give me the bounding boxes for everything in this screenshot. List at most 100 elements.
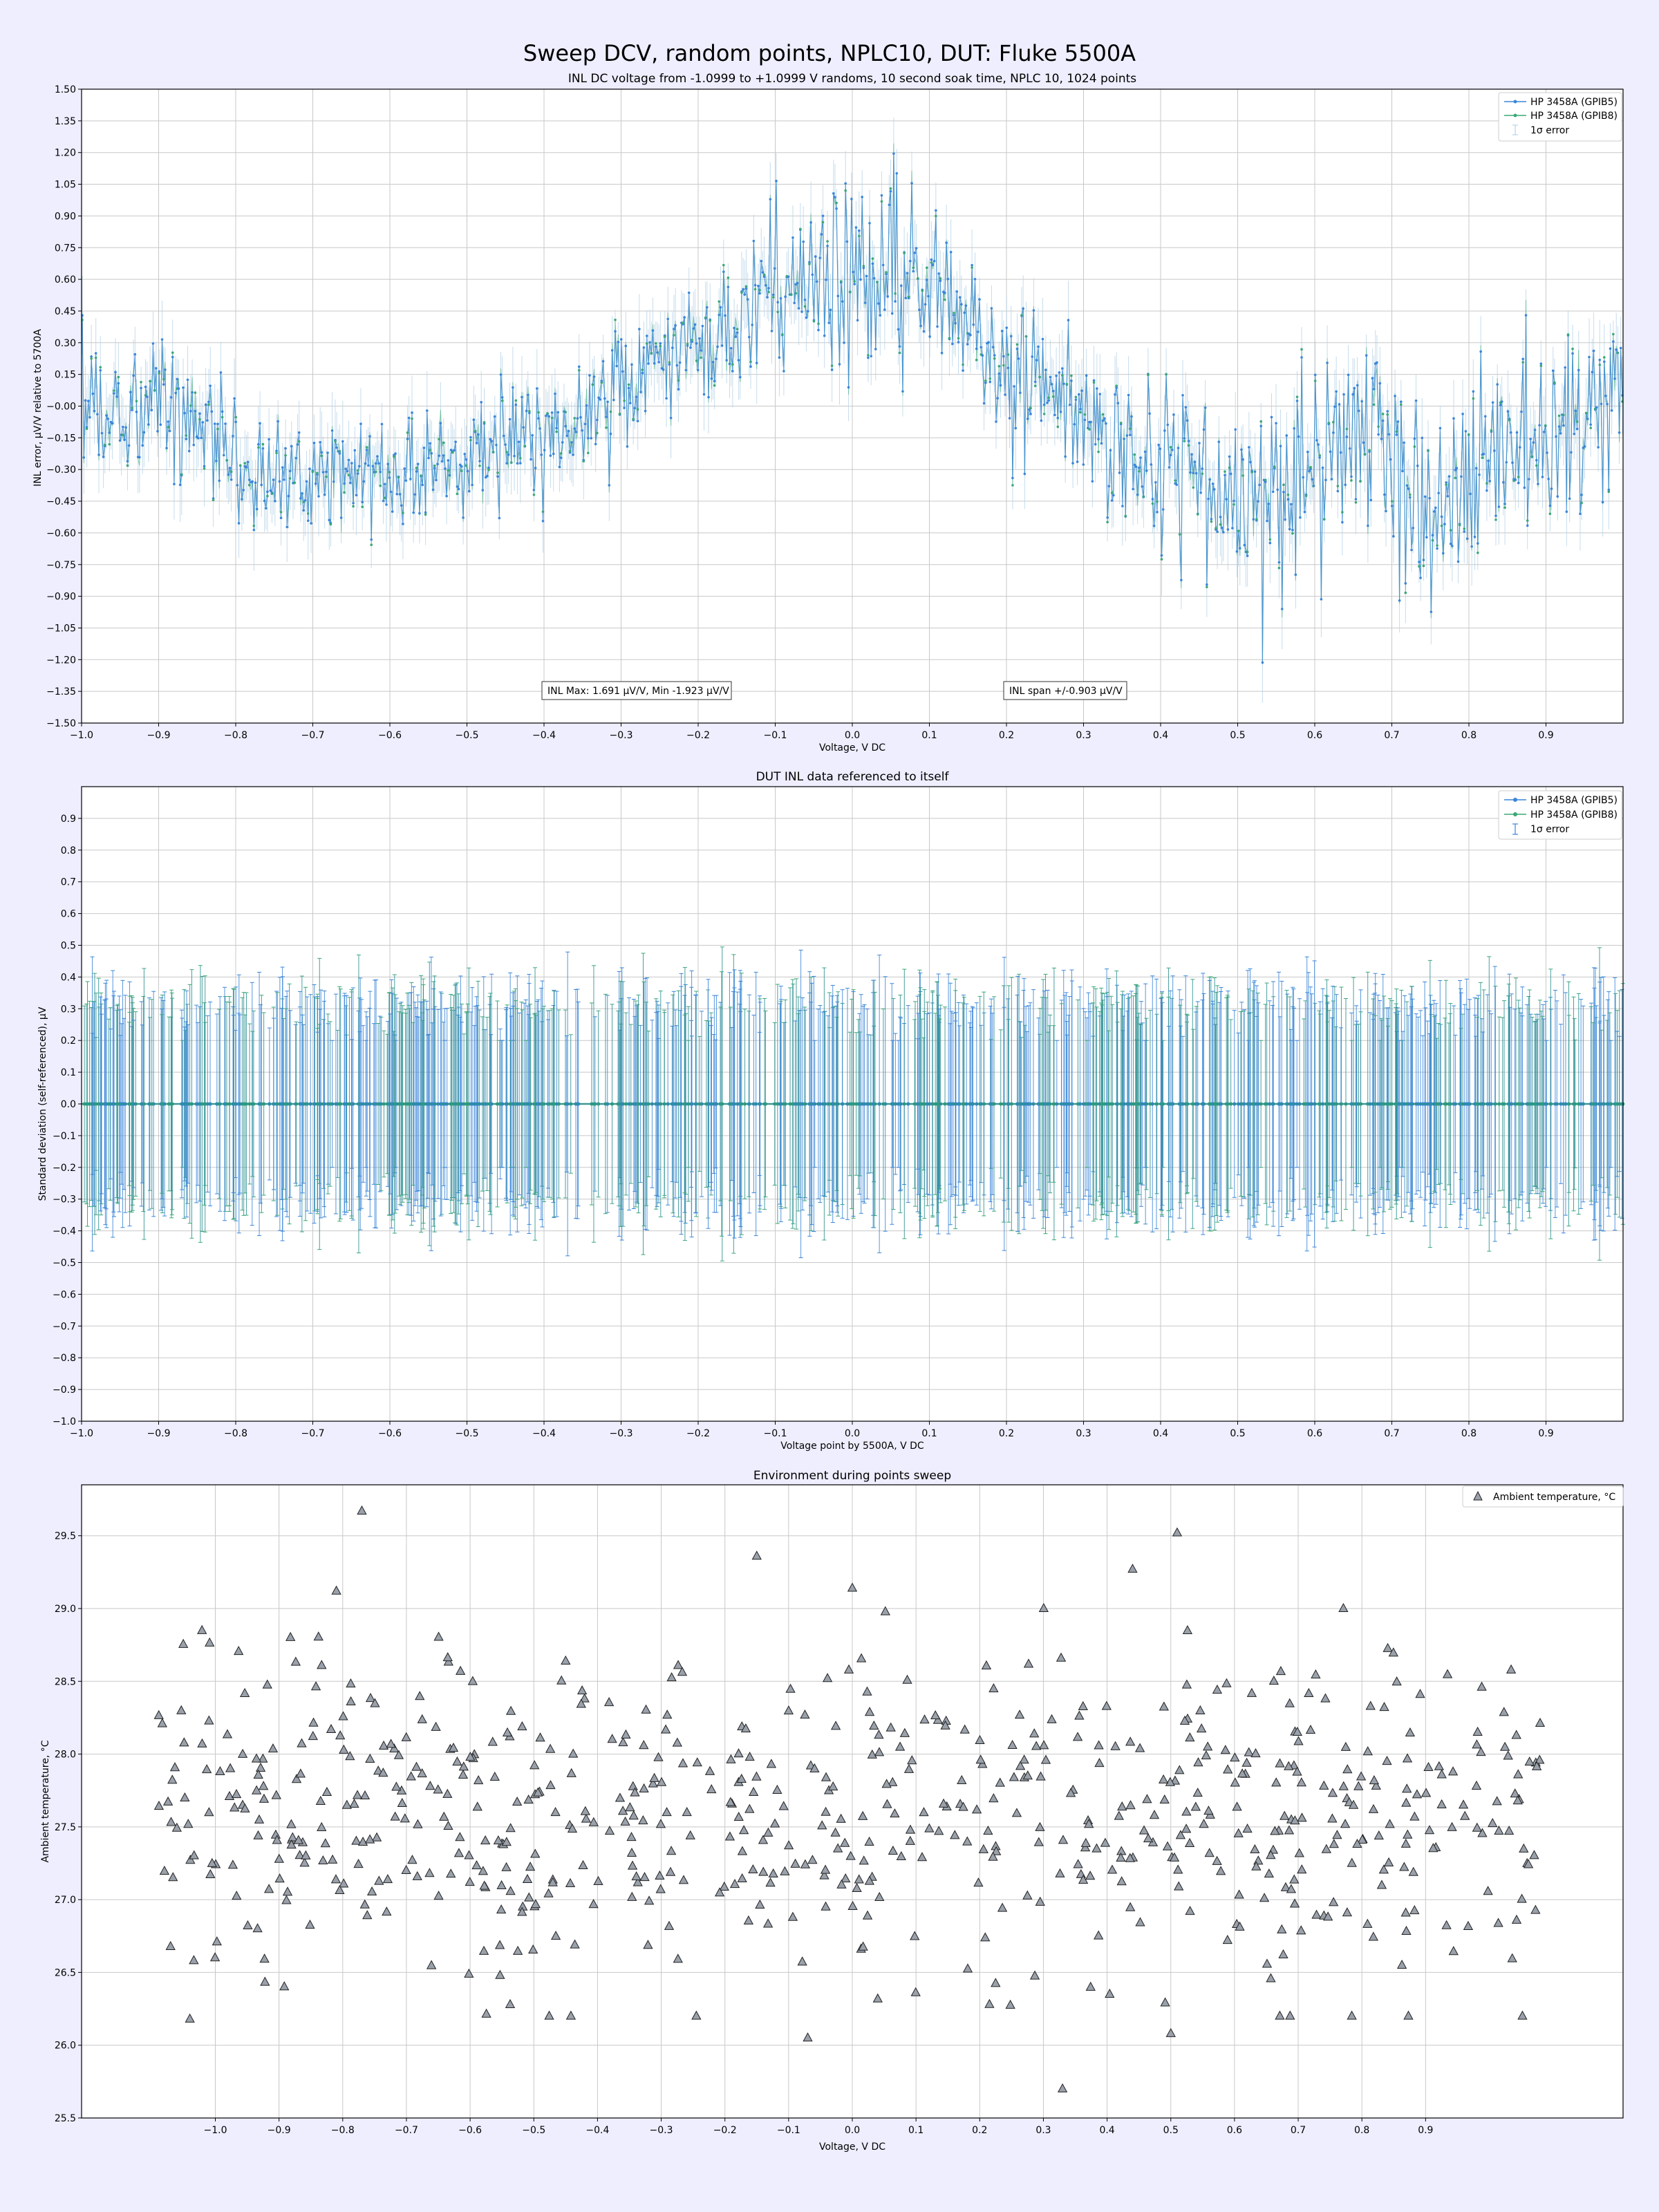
inl-point-gpib5 bbox=[662, 368, 665, 371]
inl-point-gpib5 bbox=[1220, 526, 1224, 529]
inl-point-gpib5 bbox=[276, 420, 279, 423]
inl-point-gpib5 bbox=[435, 478, 438, 482]
y-tick-label: 1.05 bbox=[55, 180, 76, 191]
inl-point-gpib5 bbox=[946, 277, 950, 281]
inl-point-gpib5 bbox=[603, 397, 606, 400]
inl-point-gpib5 bbox=[1380, 438, 1383, 440]
inl-point-gpib5 bbox=[1493, 449, 1496, 452]
inl-point-gpib8 bbox=[903, 252, 906, 255]
inl-point-gpib5 bbox=[252, 528, 256, 532]
inl-point-gpib8 bbox=[270, 492, 274, 496]
inl-point-gpib5 bbox=[862, 266, 865, 270]
inl-point-gpib8 bbox=[1526, 519, 1529, 522]
inl-point-gpib5 bbox=[698, 337, 701, 340]
inl-point-gpib5 bbox=[129, 391, 132, 394]
inl-point-gpib5 bbox=[644, 409, 647, 413]
inl-point-gpib5 bbox=[600, 379, 603, 382]
inl-point-gpib5 bbox=[1172, 413, 1175, 416]
y-tick-label: −1.35 bbox=[46, 686, 76, 697]
inl-point-gpib5 bbox=[427, 456, 430, 460]
inl-point-gpib5 bbox=[1422, 559, 1425, 561]
inl-point-gpib5 bbox=[931, 263, 935, 267]
inl-point-gpib5 bbox=[171, 355, 174, 359]
inl-point-gpib5 bbox=[355, 494, 358, 497]
inl-point-gpib5 bbox=[1051, 389, 1055, 393]
inl-point-gpib5 bbox=[114, 371, 117, 374]
inl-point-gpib5 bbox=[1546, 451, 1548, 454]
inl-point-gpib5 bbox=[913, 251, 917, 254]
inl-point-gpib5 bbox=[1216, 530, 1219, 534]
inl-point-gpib5 bbox=[1257, 500, 1259, 503]
inl-point-gpib5 bbox=[1556, 495, 1559, 498]
inl-point-gpib8 bbox=[758, 288, 761, 292]
inl-point-gpib8 bbox=[664, 335, 666, 339]
inl-point-gpib5 bbox=[1267, 503, 1270, 505]
inl-point-gpib8 bbox=[523, 444, 527, 448]
inl-point-gpib5 bbox=[481, 489, 485, 491]
inl-point-gpib8 bbox=[1192, 486, 1195, 489]
inl-point-gpib5 bbox=[742, 288, 744, 291]
inl-point-gpib5 bbox=[287, 494, 290, 498]
inl-point-gpib8 bbox=[1264, 478, 1267, 482]
inl-point-gpib8 bbox=[384, 496, 386, 500]
inl-point-gpib5 bbox=[1306, 451, 1309, 453]
inl-point-gpib5 bbox=[439, 422, 442, 425]
inl-point-gpib5 bbox=[776, 301, 780, 304]
inl-point-gpib5 bbox=[115, 395, 118, 398]
inl-point-gpib8 bbox=[1201, 472, 1204, 476]
inl-point-gpib8 bbox=[397, 476, 400, 479]
inl-point-gpib5 bbox=[728, 362, 731, 366]
inl-y-ticks: 1.50 1.35 1.20 1.05 0.90 0.75 0.60 0.45 0.30 0.15… bbox=[46, 84, 82, 729]
inl-point-gpib8 bbox=[393, 455, 395, 458]
inl-point-gpib5 bbox=[1181, 393, 1184, 397]
inl-point-gpib5 bbox=[910, 182, 913, 185]
inl-point-gpib5 bbox=[1211, 482, 1215, 485]
inl-point-gpib5 bbox=[573, 427, 577, 430]
x-tick-label: 0.5 bbox=[1230, 730, 1245, 741]
inl-point-gpib8 bbox=[727, 276, 730, 279]
inl-point-gpib8 bbox=[582, 460, 585, 463]
inl-point-gpib5 bbox=[1449, 542, 1452, 545]
inl-point-gpib5 bbox=[1423, 495, 1427, 498]
inl-point-gpib5 bbox=[829, 308, 832, 312]
inl-point-gpib5 bbox=[438, 454, 441, 458]
inl-point-gpib5 bbox=[702, 393, 706, 396]
inl-point-gpib8 bbox=[808, 263, 811, 265]
inl-point-gpib5 bbox=[1013, 385, 1015, 388]
inl-point-gpib8 bbox=[957, 337, 960, 340]
y-tick-label: −0.45 bbox=[46, 496, 76, 507]
inl-point-gpib5 bbox=[86, 400, 90, 402]
inl-point-gpib5 bbox=[1096, 387, 1098, 390]
inl-point-gpib5 bbox=[124, 426, 128, 429]
inl-point-gpib5 bbox=[1571, 352, 1574, 355]
inl-point-gpib5 bbox=[1266, 519, 1268, 523]
inl-point-gpib5 bbox=[186, 378, 189, 382]
inl-point-gpib5 bbox=[774, 267, 776, 270]
inl-point-gpib5 bbox=[565, 434, 569, 438]
y-tick-label: 0.60 bbox=[55, 274, 76, 285]
inl-point-gpib5 bbox=[487, 466, 490, 469]
inl-point-gpib5 bbox=[1168, 466, 1171, 469]
inl-point-gpib8 bbox=[1138, 470, 1141, 473]
inl-point-gpib5 bbox=[1324, 478, 1327, 482]
inl-point-gpib5 bbox=[99, 368, 102, 372]
inl-point-gpib5 bbox=[612, 398, 615, 402]
inl-point-gpib5 bbox=[409, 478, 412, 480]
inl-point-gpib5 bbox=[1177, 447, 1180, 449]
inl-point-gpib5 bbox=[326, 451, 329, 454]
inl-point-gpib8 bbox=[1060, 374, 1064, 377]
inl-point-gpib5 bbox=[960, 303, 963, 306]
inl-point-gpib8 bbox=[988, 377, 992, 380]
y-tick-label: 0.45 bbox=[55, 306, 76, 317]
inl-point-gpib5 bbox=[1483, 415, 1487, 418]
inl-point-gpib5 bbox=[761, 271, 765, 274]
inl-point-gpib5 bbox=[380, 422, 384, 426]
inl-point-gpib5 bbox=[906, 272, 909, 274]
inl-point-gpib8 bbox=[1562, 413, 1565, 417]
inl-point-gpib5 bbox=[288, 469, 292, 473]
inl-point-gpib8 bbox=[379, 484, 382, 487]
inl-point-gpib5 bbox=[1082, 463, 1085, 466]
inl-point-gpib8 bbox=[451, 451, 454, 454]
inl-point-gpib5 bbox=[537, 417, 540, 420]
inl-point-gpib5 bbox=[972, 323, 975, 326]
